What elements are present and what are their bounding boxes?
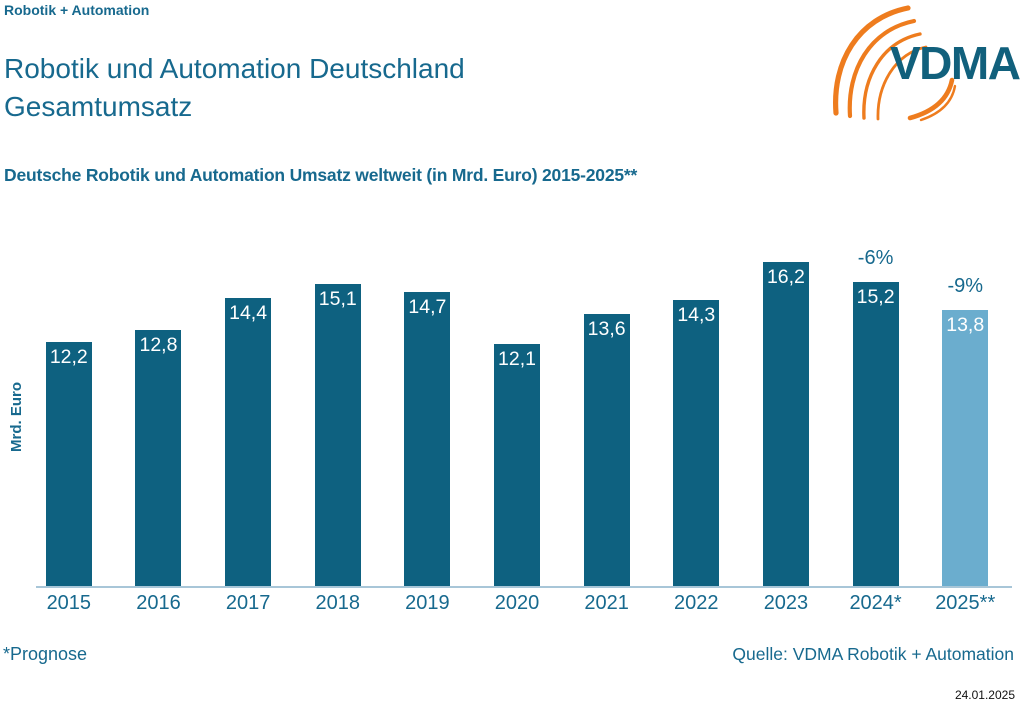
page-title-line1: Robotik und Automation Deutschland xyxy=(4,53,465,84)
bar-group-2022: 14,3 xyxy=(651,230,741,587)
bar-value-label: 14,4 xyxy=(229,302,268,324)
brand-label: Robotik + Automation xyxy=(4,2,150,18)
change-annotation: -9% xyxy=(947,275,984,297)
bar-group-2016: 12,8 xyxy=(114,230,204,587)
bar-value-label: 12,8 xyxy=(139,334,178,356)
x-axis-tick-label: 2015 xyxy=(46,592,92,614)
bar: 13,8 xyxy=(942,310,989,587)
bar: 12,8 xyxy=(135,330,182,587)
bar-group-2025: -9% 13,8 xyxy=(920,230,1010,587)
bar: 13,6 xyxy=(583,314,630,587)
bar: 12,2 xyxy=(45,342,92,587)
bar-group-2023: 16,2 xyxy=(741,230,831,587)
vdma-logo-arcs-icon xyxy=(833,5,957,122)
plot-area: 12,2 12,8 14,4 15,1 14,7 12,1 13,6 14,3 16,2 -6% 1… xyxy=(24,230,1010,587)
bar-group-2024: -6% 15,2 xyxy=(831,230,921,587)
x-axis-tick-label: 2020 xyxy=(494,592,540,614)
x-axis-tick-label: 2024* xyxy=(849,592,902,614)
x-axis-line xyxy=(36,586,1012,588)
x-axis-tick-label: 2025** xyxy=(935,592,996,614)
bar-value-label: 16,2 xyxy=(766,266,805,288)
bar: 16,2 xyxy=(762,262,809,587)
bar-value-label: 12,2 xyxy=(49,346,88,368)
page-title: Robotik und Automation Deutschland Gesam… xyxy=(4,50,465,126)
bar-group-2015: 12,2 xyxy=(24,230,114,587)
bar: 14,4 xyxy=(225,298,272,587)
footnote-prognose: *Prognose xyxy=(3,644,88,664)
x-axis-tick-label: 2016 xyxy=(136,592,181,614)
bar: 14,3 xyxy=(673,300,720,587)
x-axis-tick-label: 2022 xyxy=(674,592,719,614)
date-label: 24.01.2025 xyxy=(954,688,1015,702)
bar-value-label: 15,1 xyxy=(318,288,357,310)
page-title-line2: Gesamtumsatz xyxy=(4,91,193,122)
vdma-logo-text: VDMA xyxy=(890,37,1021,89)
bar-group-2020: 12,1 xyxy=(472,230,562,587)
bar-value-label: 12,1 xyxy=(498,348,536,370)
bar-value-label: 15,2 xyxy=(856,286,895,308)
chart-subtitle: Deutsche Robotik und Automation Umsatz w… xyxy=(4,165,638,185)
source-caption: Quelle: VDMA Robotik + Automation xyxy=(732,644,1014,664)
change-annotation: -6% xyxy=(857,247,894,269)
x-axis-tick-label: 2023 xyxy=(763,592,809,614)
x-axis-tick-label: 2018 xyxy=(315,592,360,614)
bar-value-label: 13,6 xyxy=(587,318,626,340)
bar: 15,1 xyxy=(314,284,361,587)
bar: 14,7 xyxy=(404,292,451,587)
bar-group-2019: 14,7 xyxy=(383,230,473,587)
bar: 15,2 xyxy=(852,282,899,587)
bar: 12,1 xyxy=(494,344,541,587)
bar-value-label: 13,8 xyxy=(946,314,985,336)
x-axis-tick-label: 2021 xyxy=(584,592,629,614)
x-axis-tick-label: 2017 xyxy=(225,592,271,614)
bar-value-label: 14,7 xyxy=(408,296,447,318)
bar-group-2017: 14,4 xyxy=(203,230,293,587)
bar-group-2021: 13,6 xyxy=(562,230,652,587)
x-axis-tick-row: 2015 2016 2017 2018 2019 2020 2021 2022 2023 2024… xyxy=(24,592,1010,615)
vdma-logo: VDMA xyxy=(824,0,1024,122)
bar-group-2018: 15,1 xyxy=(293,230,383,587)
x-axis-tick-label: 2019 xyxy=(405,592,450,614)
bar-value-label: 14,3 xyxy=(677,304,716,326)
